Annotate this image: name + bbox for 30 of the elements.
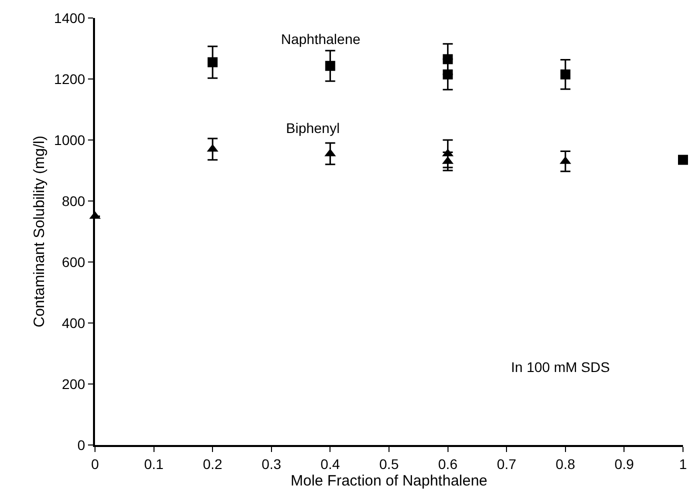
y-tick-label: 400: [62, 314, 86, 331]
point: [208, 57, 218, 68]
x-tick-label: 0.9: [614, 456, 634, 472]
point: [442, 54, 453, 64]
series-label: Naphthalene: [281, 31, 361, 47]
series-label: Biphenyl: [286, 120, 340, 136]
point: [560, 69, 570, 80]
point: [442, 69, 453, 80]
point: [325, 60, 336, 71]
x-axis-title: Mole Fraction of Naphthalene: [290, 472, 488, 490]
x-tick-label: 0.4: [320, 456, 340, 472]
x-tick-label: 0.5: [379, 456, 399, 472]
x-tick-label: 0.8: [556, 456, 576, 472]
y-tick-label: 0: [77, 436, 86, 453]
y-tick-label: 1000: [54, 132, 86, 148]
x-tick-label: 0.7: [496, 456, 517, 472]
x-tick-label: 0.1: [144, 456, 164, 472]
x-tick-label: 0: [91, 456, 100, 472]
annotation: In 100 mM SDS: [511, 359, 610, 375]
y-tick-label: 200: [62, 376, 86, 392]
x-tick-label: 1: [679, 456, 688, 472]
x-tick-label: 0.6: [438, 456, 458, 472]
point: [678, 154, 688, 165]
y-tick-label: 1200: [54, 70, 86, 87]
x-tick-label: 0.3: [262, 456, 282, 472]
x-tick-label: 0.2: [202, 456, 223, 472]
y-tick-label: 600: [62, 254, 86, 270]
y-tick-label: 1400: [54, 10, 86, 26]
y-axis-title: Contaminant Solubility (mg/l): [30, 136, 48, 328]
y-tick-label: 800: [62, 192, 86, 209]
